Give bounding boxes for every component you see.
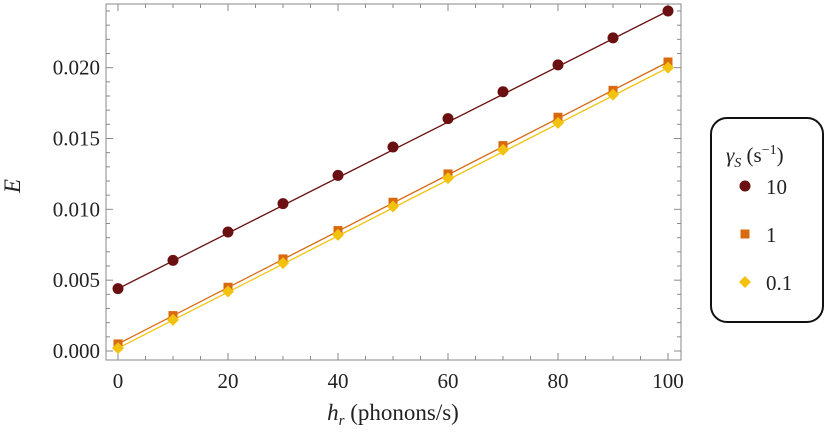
y-tick-label: 0.000 — [53, 339, 100, 363]
y-tick-label: 0.020 — [53, 56, 100, 80]
x-tick-label: 80 — [548, 369, 569, 393]
data-point-10 — [497, 86, 509, 98]
data-point-10 — [167, 254, 179, 266]
data-point-0.1 — [222, 285, 234, 298]
data-point-0.1 — [607, 88, 619, 101]
legend-label-10: 10 — [766, 175, 787, 199]
legend-marker-0.1 — [739, 276, 751, 288]
data-point-0.1 — [442, 172, 454, 185]
legend: γS (s−1) 10 1 0.1 — [710, 117, 824, 323]
legend-marker-1 — [740, 229, 750, 239]
legend-entries: 10 1 0.1 — [739, 175, 792, 295]
legend-title: γS (s−1) — [726, 143, 784, 171]
fit-lines — [117, 10, 669, 349]
legend-label-1: 1 — [766, 223, 777, 247]
y-tick-label: 0.010 — [53, 197, 100, 221]
x-axis-title-unit: (phonons/s) — [344, 400, 458, 425]
data-point-10 — [222, 226, 234, 238]
data-point-10 — [332, 169, 344, 181]
data-point-0.1 — [497, 143, 509, 156]
legend-box — [710, 117, 824, 323]
legend-title-var: γ — [726, 143, 735, 167]
x-axis: 0 20 40 60 80 100 — [113, 4, 684, 393]
y-tick-label: 0.005 — [53, 268, 100, 292]
x-tick-label: 60 — [438, 369, 459, 393]
legend-title-unit-exp: −1 — [762, 143, 777, 158]
data-point-10 — [552, 59, 564, 71]
data-point-0.1 — [277, 257, 289, 270]
legend-title-unit-close: ) — [777, 143, 784, 167]
y-axis: 0.000 0.005 0.010 0.015 0.020 — [53, 10, 681, 363]
data-point-10 — [387, 141, 399, 153]
data-point-0.1 — [112, 342, 124, 355]
legend-title-sub: S — [734, 156, 741, 171]
data-point-10 — [662, 5, 674, 17]
legend-title-unit-open: (s — [741, 143, 761, 167]
data-point-10 — [112, 283, 124, 295]
data-point-0.1 — [332, 228, 344, 241]
data-point-0.1 — [387, 200, 399, 213]
x-axis-title: hr (phonons/s) — [327, 400, 459, 429]
x-axis-title-sub: r — [339, 413, 345, 429]
x-axis-title-var: h — [327, 400, 339, 425]
legend-marker-10 — [739, 180, 751, 192]
data-point-10 — [607, 32, 619, 44]
data-point-0.1 — [552, 116, 564, 129]
data-point-10 — [277, 198, 289, 210]
data-point-10 — [442, 113, 454, 125]
x-tick-label: 0 — [113, 369, 124, 393]
y-axis-title: E — [0, 179, 25, 194]
x-tick-label: 100 — [652, 369, 684, 393]
x-tick-label: 40 — [328, 369, 349, 393]
data-point-0.1 — [167, 313, 179, 326]
y-tick-label: 0.015 — [53, 127, 100, 151]
data-point-0.1 — [662, 61, 674, 74]
data-markers — [112, 5, 674, 355]
legend-label-0.1: 0.1 — [766, 271, 792, 295]
x-tick-label: 20 — [218, 369, 239, 393]
plot-frame — [105, 3, 682, 361]
